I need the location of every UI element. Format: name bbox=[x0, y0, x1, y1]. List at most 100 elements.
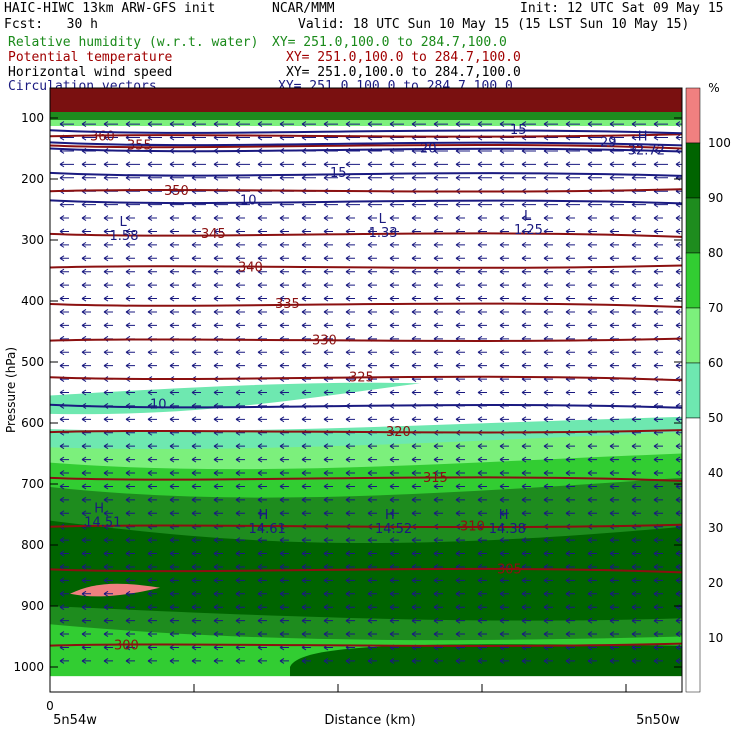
theta-label: 335 bbox=[275, 297, 300, 312]
rh-fill-100 bbox=[70, 583, 160, 597]
circulation-vector bbox=[367, 389, 377, 396]
x-left-endpoint: 5n54w bbox=[53, 713, 97, 728]
circulation-vector bbox=[631, 295, 641, 302]
circulation-vector bbox=[301, 470, 311, 476]
wind-contour bbox=[50, 199, 682, 205]
circulation-vector bbox=[147, 657, 157, 664]
circulation-vector bbox=[257, 617, 267, 624]
circulation-vector bbox=[499, 309, 509, 315]
circulation-vector bbox=[345, 282, 355, 289]
circulation-vector bbox=[213, 483, 223, 490]
circulation-vector bbox=[389, 604, 399, 611]
circulation-vector bbox=[125, 604, 135, 611]
circulation-vector bbox=[103, 550, 113, 557]
circulation-vector bbox=[301, 121, 316, 128]
circulation-vector bbox=[103, 617, 113, 624]
circulation-vector bbox=[191, 470, 201, 476]
theta-label: 345 bbox=[201, 227, 226, 242]
circulation-vector bbox=[609, 631, 619, 637]
circulation-vector bbox=[103, 322, 113, 329]
circulation-vector bbox=[411, 537, 421, 544]
circulation-vector bbox=[235, 121, 250, 128]
circulation-vector bbox=[103, 309, 113, 315]
circulation-vector bbox=[103, 631, 113, 637]
plot-frame bbox=[49, 87, 683, 693]
circulation-vector bbox=[675, 590, 682, 597]
circulation-vector bbox=[169, 537, 179, 544]
circulation-vector bbox=[499, 215, 509, 221]
circulation-vector bbox=[345, 443, 355, 450]
circulation-vector bbox=[653, 590, 663, 597]
circulation-vector bbox=[675, 617, 682, 624]
circulation-vector bbox=[543, 456, 553, 463]
theta-contour bbox=[50, 567, 682, 574]
circulation-vector bbox=[411, 282, 421, 289]
circulation-vector bbox=[301, 443, 311, 450]
circulation-vector bbox=[653, 309, 663, 315]
circulation-vector bbox=[81, 590, 91, 597]
y-axis-label: Pressure (hPa) bbox=[4, 347, 18, 433]
circulation-vector bbox=[191, 590, 201, 597]
circulation-vector bbox=[455, 604, 465, 611]
colorbar-segment bbox=[685, 87, 701, 144]
circulation-vector bbox=[653, 550, 663, 557]
circulation-vector bbox=[191, 510, 201, 517]
circulation-vector bbox=[147, 121, 162, 128]
circulation-vector bbox=[103, 604, 113, 611]
circulation-vector bbox=[631, 362, 641, 369]
circulation-vector bbox=[59, 349, 69, 356]
circulation-vector bbox=[477, 590, 487, 597]
circulation-vector bbox=[543, 309, 553, 315]
circulation-vector bbox=[103, 483, 113, 490]
circulation-vector bbox=[147, 322, 157, 329]
circulation-vector bbox=[257, 550, 267, 557]
circulation-vector bbox=[433, 470, 443, 476]
circulation-vector bbox=[521, 349, 531, 356]
theta-contour bbox=[50, 188, 682, 193]
circulation-vector bbox=[279, 657, 289, 664]
circulation-vector bbox=[433, 201, 448, 208]
circulation-vector bbox=[59, 228, 69, 235]
circulation-vector bbox=[675, 496, 682, 503]
circulation-vector bbox=[565, 483, 575, 490]
circulation-vector bbox=[301, 496, 311, 503]
circulation-vector bbox=[257, 416, 267, 423]
circulation-vector bbox=[191, 577, 201, 584]
circulation-vector bbox=[169, 255, 179, 262]
circulation-vector bbox=[411, 631, 421, 637]
theta-label: 320 bbox=[386, 425, 411, 440]
circulation-vector bbox=[59, 215, 69, 221]
circulation-vector bbox=[499, 255, 509, 262]
y-tick-label: 200 bbox=[21, 172, 44, 186]
circulation-vector bbox=[411, 470, 421, 476]
circulation-vector bbox=[609, 389, 619, 396]
circulation-vector bbox=[279, 241, 289, 248]
circulation-vector bbox=[653, 577, 663, 584]
circulation-vector bbox=[125, 631, 135, 637]
circulation-vector bbox=[147, 389, 157, 396]
circulation-vector bbox=[455, 309, 465, 315]
circulation-vector bbox=[499, 362, 509, 369]
circulation-vector bbox=[169, 228, 179, 235]
circulation-vector bbox=[213, 590, 223, 597]
circulation-vector bbox=[367, 161, 382, 168]
circulation-vector bbox=[279, 470, 289, 476]
circulation-vector bbox=[433, 255, 443, 262]
circulation-vector bbox=[521, 604, 531, 611]
circulation-vector bbox=[323, 389, 333, 396]
circulation-vector bbox=[389, 496, 399, 503]
circulation-vector bbox=[191, 215, 201, 221]
circulation-vector bbox=[411, 657, 421, 664]
circulation-vector bbox=[609, 282, 619, 289]
circulation-vector bbox=[235, 564, 245, 570]
circulation-vector bbox=[301, 322, 311, 329]
theta-contour bbox=[50, 337, 682, 342]
extremum-marker: L bbox=[524, 209, 532, 224]
circulation-vector bbox=[279, 456, 289, 463]
circulation-vector bbox=[565, 443, 575, 450]
circulation-vector bbox=[103, 590, 113, 597]
circulation-vector bbox=[279, 228, 289, 235]
circulation-vector bbox=[103, 161, 118, 168]
y-tick-label: 500 bbox=[21, 355, 44, 369]
circulation-vector bbox=[147, 564, 157, 570]
